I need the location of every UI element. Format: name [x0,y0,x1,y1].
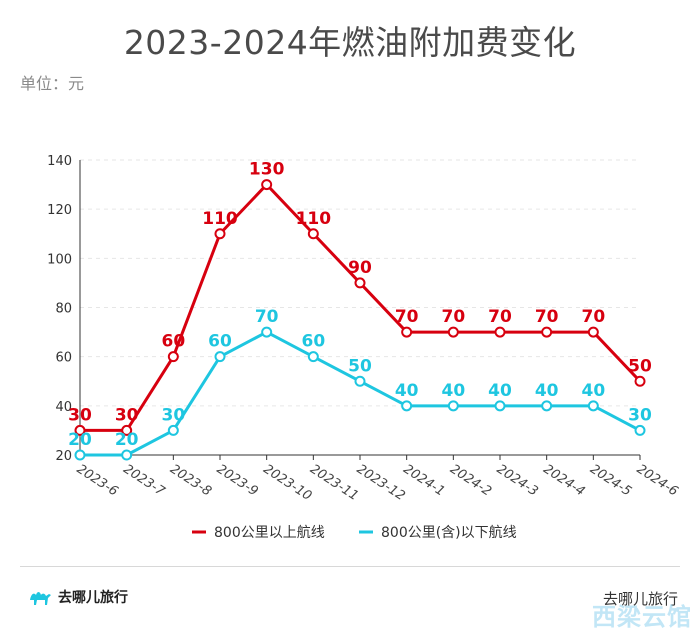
x-tick-label: 2023-11 [307,462,361,504]
data-point [541,326,553,338]
data-point [634,424,646,436]
data-point [447,326,459,338]
data-point [74,424,86,436]
data-label: 40 [488,381,512,401]
data-label: 30 [161,405,185,425]
brand-logo: 去哪儿旅行 [28,587,128,607]
data-label: 30 [68,405,92,425]
data-label: 30 [628,405,652,425]
data-point [214,351,226,363]
y-tick-label: 20 [55,449,72,464]
x-tick-label: 2024-3 [494,462,541,500]
data-label: 70 [581,307,605,327]
data-point [494,326,506,338]
y-tick-label: 40 [55,400,72,415]
series [74,179,646,461]
x-tick-label: 2024-4 [540,462,587,500]
data-point [401,326,413,338]
data-label: 110 [296,209,332,229]
data-label: 60 [208,332,232,352]
data-point [307,228,319,240]
data-point [587,326,599,338]
data-point [494,400,506,412]
y-tick-label: 80 [55,302,72,317]
data-point [401,400,413,412]
data-label: 40 [441,381,465,401]
source-label: 去哪儿旅行 [602,590,678,608]
data-point [447,400,459,412]
footer-divider [20,566,680,567]
y-tick-label: 120 [47,203,72,218]
y-tick-label: 140 [47,154,72,169]
data-label: 130 [249,160,285,180]
data-label: 20 [115,430,139,450]
legend: 800公里以上航线 800公里(含)以下航线 [192,525,517,541]
brand-name: 去哪儿旅行 [58,590,128,606]
data-point [634,375,646,387]
data-point [121,424,133,436]
data-label: 110 [202,209,238,229]
data-label: 40 [581,381,605,401]
data-label: 50 [348,356,372,376]
x-tick-label: 2023-8 [167,462,214,500]
data-label: 30 [115,405,139,425]
y-tick-label: 100 [47,252,72,267]
x-tick-label: 2023-9 [214,462,261,500]
data-label: 70 [535,307,559,327]
data-label: 90 [348,258,372,278]
data-point [541,400,553,412]
data-label: 40 [535,381,559,401]
unit-label: 单位：元 [20,74,85,93]
data-point [214,228,226,240]
data-point [354,375,366,387]
x-tick-label: 2023-7 [120,462,167,500]
data-label: 70 [395,307,419,327]
data-label: 60 [161,332,185,352]
data-label: 70 [255,307,279,327]
x-tick-label: 2023-10 [260,462,314,504]
watermark: 西梁云馆 [592,603,692,631]
data-point [307,351,319,363]
chart-title: 2023-2024年燃油附加费变化 [123,23,577,62]
data-label: 70 [441,307,465,327]
data-label: 60 [301,332,325,352]
y-tick-label: 60 [55,351,72,366]
data-label: 20 [68,430,92,450]
data-labels: 30 30 60 110 130 110 90 70 70 70 70 70 50 20 20 30 60 70 6… [68,160,652,450]
data-point [121,449,133,461]
data-label: 70 [488,307,512,327]
data-point [74,449,86,461]
x-tick-label: 2023-12 [354,462,408,504]
legend-label-2: 800公里(含)以下航线 [381,525,517,541]
camel-icon [30,592,51,605]
data-point [587,400,599,412]
data-point [167,424,179,436]
x-tick-label: 2024-1 [400,462,447,500]
data-label: 50 [628,356,652,376]
x-tick-label: 2023-6 [74,462,121,500]
data-label: 40 [395,381,419,401]
data-point [354,277,366,289]
data-point [167,351,179,363]
data-point [261,179,273,191]
x-tick-label: 2024-6 [634,462,681,500]
legend-label-1: 800公里以上航线 [214,525,325,541]
data-point [261,326,273,338]
x-tick-label: 2024-2 [447,462,494,500]
x-tick-label: 2024-5 [587,462,634,500]
